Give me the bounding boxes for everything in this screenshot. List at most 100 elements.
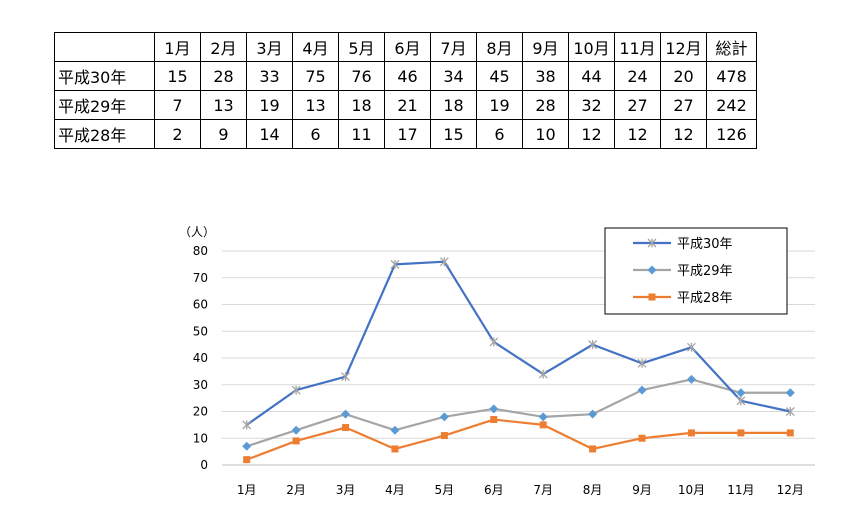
data-point bbox=[342, 424, 350, 432]
y-tick-label: 30 bbox=[193, 378, 208, 392]
table-cell: 478 bbox=[706, 61, 757, 91]
table-cell: 12 bbox=[568, 119, 615, 149]
table-cell: 76 bbox=[338, 61, 385, 91]
table-cell: 21 bbox=[384, 90, 431, 120]
data-point bbox=[292, 437, 300, 445]
x-tick-label: 4月 bbox=[385, 483, 405, 497]
table-cell: 6 bbox=[292, 119, 339, 149]
data-point bbox=[686, 374, 696, 384]
table-cell: 38 bbox=[522, 61, 569, 91]
table-column-header: 6月 bbox=[384, 32, 431, 62]
data-point bbox=[785, 407, 795, 416]
y-tick-label: 70 bbox=[193, 271, 208, 285]
data-point bbox=[637, 385, 647, 395]
data-point bbox=[686, 342, 696, 352]
data-point bbox=[736, 388, 746, 398]
y-axis-unit-label: （人） bbox=[179, 225, 215, 239]
legend-label: 平成28年 bbox=[677, 291, 733, 306]
table-cell: 27 bbox=[660, 90, 707, 120]
data-point bbox=[390, 259, 400, 269]
data-point bbox=[588, 409, 598, 419]
series-line bbox=[246, 418, 791, 461]
table-column-header: 3月 bbox=[246, 32, 293, 62]
legend-label: 平成29年 bbox=[677, 264, 733, 279]
x-tick-label: 7月 bbox=[533, 483, 553, 497]
legend-label: 平成30年 bbox=[677, 237, 733, 252]
table-cell: 2 bbox=[154, 119, 201, 149]
y-tick-label: 50 bbox=[193, 324, 208, 338]
table-cell: 44 bbox=[568, 61, 615, 91]
data-point bbox=[638, 434, 646, 442]
data-point bbox=[490, 416, 498, 424]
table-cell: 20 bbox=[660, 61, 707, 91]
table-cell: 12 bbox=[614, 119, 661, 149]
table-cell: 12 bbox=[660, 119, 707, 149]
data-point bbox=[785, 388, 795, 398]
data-point bbox=[291, 425, 301, 435]
table-row: 平成28年 2 9 14 6 11 17 15 6 10 12 12 12 126 bbox=[54, 119, 757, 149]
table-body: 1月 2月 3月 4月 5月 6月 7月 8月 9月 10月 11月 12月 総計 平成30年 15 28 33… bbox=[54, 32, 757, 149]
table-row-header: 平成29年 bbox=[54, 90, 155, 120]
legend-marker bbox=[648, 293, 656, 301]
legend-marker bbox=[647, 265, 657, 275]
table-cell: 27 bbox=[614, 90, 661, 120]
x-tick-label: 5月 bbox=[435, 483, 455, 497]
data-point bbox=[242, 420, 252, 430]
series-line bbox=[246, 378, 791, 448]
x-tick-label: 10月 bbox=[678, 483, 705, 497]
table-cell: 45 bbox=[476, 61, 523, 91]
table-cell: 75 bbox=[292, 61, 339, 91]
data-point bbox=[539, 421, 547, 429]
table-cell: 126 bbox=[706, 119, 757, 149]
table-column-header: 総計 bbox=[706, 32, 757, 62]
y-tick-label: 40 bbox=[193, 351, 208, 365]
table-cell: 9 bbox=[200, 119, 247, 149]
table-cell: 14 bbox=[246, 119, 293, 149]
table-cell: 17 bbox=[384, 119, 431, 149]
table-cell: 34 bbox=[430, 61, 477, 91]
data-point bbox=[440, 432, 448, 440]
table-cell: 10 bbox=[522, 119, 569, 149]
x-tick-label: 9月 bbox=[632, 483, 652, 497]
data-table: 1月 2月 3月 4月 5月 6月 7月 8月 9月 10月 11月 12月 総計 平成30年 15 28 33… bbox=[54, 32, 757, 149]
data-point bbox=[439, 412, 449, 422]
data-point bbox=[391, 445, 399, 453]
series-line bbox=[246, 260, 791, 426]
data-point bbox=[588, 340, 598, 350]
table-cell: 19 bbox=[246, 90, 293, 120]
table-row-header: 平成28年 bbox=[54, 119, 155, 149]
y-tick-label: 20 bbox=[193, 405, 208, 419]
x-tick-label: 8月 bbox=[583, 483, 603, 497]
x-tick-label: 6月 bbox=[484, 483, 504, 497]
data-point bbox=[538, 412, 548, 422]
data-point bbox=[637, 358, 647, 368]
y-tick-label: 80 bbox=[193, 244, 208, 258]
data-point bbox=[439, 257, 449, 267]
data-point bbox=[341, 372, 351, 382]
data-point bbox=[243, 456, 251, 464]
x-tick-label: 12月 bbox=[777, 483, 804, 497]
x-tick-label: 2月 bbox=[286, 483, 306, 497]
table-cell: 6 bbox=[476, 119, 523, 149]
data-point bbox=[291, 385, 301, 395]
data-point bbox=[390, 425, 400, 435]
data-point bbox=[242, 441, 252, 451]
x-tick-label: 11月 bbox=[727, 483, 754, 497]
data-point bbox=[736, 396, 746, 406]
legend-marker bbox=[647, 238, 657, 248]
table-cell: 242 bbox=[706, 90, 757, 120]
data-point bbox=[589, 445, 597, 453]
data-point bbox=[786, 429, 794, 437]
data-point bbox=[489, 404, 499, 414]
table-column-header: 10月 bbox=[568, 32, 615, 62]
table-column-header: 9月 bbox=[522, 32, 569, 62]
data-point bbox=[538, 369, 548, 379]
table-cell: 18 bbox=[430, 90, 477, 120]
data-point bbox=[341, 409, 351, 419]
x-tick-label: 3月 bbox=[336, 483, 356, 497]
data-point bbox=[737, 429, 745, 437]
table-header-row: 1月 2月 3月 4月 5月 6月 7月 8月 9月 10月 11月 12月 総計 bbox=[54, 32, 757, 62]
table-cell: 33 bbox=[246, 61, 293, 91]
data-point bbox=[687, 429, 695, 437]
